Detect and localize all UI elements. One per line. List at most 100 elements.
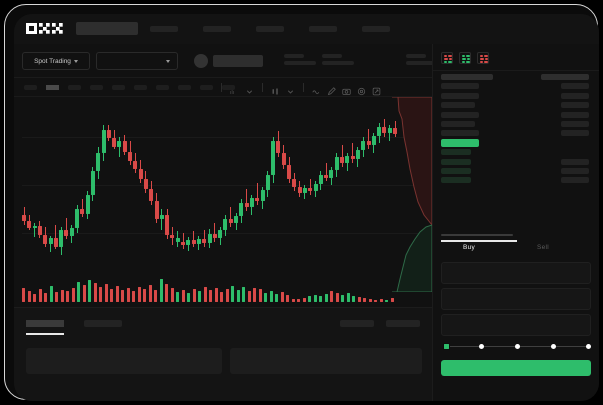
- slider-stop-50[interactable]: [515, 343, 520, 349]
- volume-bar: [71, 288, 75, 302]
- chart-type-dropdown-icon[interactable]: [271, 83, 280, 95]
- timeframe-4[interactable]: [112, 85, 125, 90]
- orderbook-bid-row[interactable]: [433, 157, 599, 166]
- okx-logo-k: [39, 23, 50, 34]
- slider-stop-25[interactable]: [479, 343, 484, 349]
- orderbook-total-cell: [561, 111, 589, 118]
- trading-mode-selector[interactable]: Spot Trading: [22, 52, 90, 70]
- volume-bar: [181, 290, 185, 302]
- submit-buy-button[interactable]: [441, 360, 591, 376]
- chevron-down-icon[interactable]: [286, 83, 295, 94]
- bottom-actions: [340, 320, 420, 327]
- slider-handle[interactable]: [443, 343, 450, 350]
- market-stat-label: [406, 54, 426, 58]
- volume-bar: [104, 284, 108, 302]
- orderbook-ask-row[interactable]: [433, 81, 599, 90]
- volume-bar: [297, 299, 300, 302]
- orderbook-rows[interactable]: [433, 72, 599, 185]
- bottom-action-1[interactable]: [386, 320, 420, 327]
- order-field-1[interactable]: [441, 288, 591, 310]
- bottom-tab-1[interactable]: [84, 320, 122, 327]
- timeframe-6[interactable]: [156, 85, 169, 90]
- tab-sell[interactable]: Sell: [537, 244, 550, 251]
- nav-item-2[interactable]: [256, 26, 284, 32]
- orderbook-ask-row[interactable]: [433, 110, 599, 119]
- volume-bar: [44, 293, 47, 302]
- price-chart[interactable]: [14, 97, 432, 307]
- nav-item-4[interactable]: [362, 26, 390, 32]
- orderbook-both-icon[interactable]: [441, 52, 453, 64]
- slider-stop-75[interactable]: [551, 343, 556, 349]
- timeframe-7[interactable]: [178, 85, 191, 90]
- orderbook-price-cell: [441, 83, 479, 90]
- amount-percent-slider[interactable]: [443, 342, 591, 352]
- timeframe-2[interactable]: [68, 85, 81, 90]
- volume-bar: [49, 286, 53, 302]
- orderbook-ask-row[interactable]: [433, 91, 599, 100]
- orderbook-ask-row[interactable]: [433, 119, 599, 128]
- trading-pair-selector[interactable]: [96, 52, 178, 70]
- timeframe-5[interactable]: [134, 85, 147, 90]
- order-field-0[interactable]: [441, 262, 591, 284]
- orderbook-total-cell: [561, 92, 589, 99]
- orderbook-bids-icon[interactable]: [459, 52, 471, 64]
- orderbook-ask-row[interactable]: [433, 72, 599, 81]
- bottom-action-0[interactable]: [340, 320, 374, 327]
- camera-snapshot-icon[interactable]: [342, 83, 351, 95]
- orderbook-bid-row[interactable]: [433, 147, 599, 156]
- chevron-down-icon[interactable]: [245, 83, 254, 94]
- volume-bar: [38, 289, 42, 302]
- indicator-dropdown-icon[interactable]: ılı: [230, 83, 239, 96]
- orderbook-scrollbar[interactable]: [441, 234, 513, 236]
- timeframe-3[interactable]: [90, 85, 103, 90]
- orderbook-price-cell: [441, 177, 471, 184]
- market-stat-2: [406, 54, 438, 65]
- orderbook-last-price-row: [433, 138, 599, 147]
- slider-stop-100[interactable]: [586, 343, 591, 349]
- indicator-wave-icon[interactable]: [312, 83, 321, 95]
- orderbook-bid-row[interactable]: [433, 175, 599, 184]
- okx-logo[interactable]: [26, 23, 63, 34]
- nav-item-1[interactable]: [203, 26, 231, 32]
- volume-bar: [302, 298, 306, 302]
- orderbook-ask-row[interactable]: [433, 100, 599, 109]
- volume-bar: [352, 296, 355, 302]
- volume-bar: [236, 290, 240, 302]
- volume-bar: [55, 292, 58, 302]
- volume-bar: [159, 279, 163, 302]
- volume-bar: [291, 299, 295, 302]
- volume-bar: [374, 300, 377, 302]
- settings-gear-icon[interactable]: [357, 83, 366, 96]
- volume-bar: [132, 291, 135, 302]
- timeframe-9[interactable]: [222, 85, 235, 90]
- orderbook-asks-icon[interactable]: [477, 52, 489, 64]
- fullscreen-icon[interactable]: [372, 83, 381, 96]
- drawing-pencil-icon[interactable]: [327, 83, 336, 96]
- timeframe-0[interactable]: [24, 85, 37, 90]
- market-stat-label: [322, 54, 342, 58]
- orderbook-price-cell: [441, 167, 471, 174]
- bottom-content-block-1: [230, 348, 422, 374]
- orderbook-bid-row[interactable]: [433, 166, 599, 175]
- nav-item-3[interactable]: [309, 26, 337, 32]
- orderbook-ask-row[interactable]: [433, 128, 599, 137]
- chevron-down-icon: [166, 60, 170, 63]
- volume-bar: [319, 296, 322, 302]
- nav-item-0[interactable]: [150, 26, 178, 32]
- bottom-tabs: [26, 320, 122, 327]
- timeframe-1[interactable]: [46, 85, 59, 90]
- search-input[interactable]: [76, 22, 138, 35]
- volume-bar: [170, 288, 174, 302]
- order-field-2[interactable]: [441, 314, 591, 336]
- tab-buy[interactable]: Buy: [463, 244, 476, 251]
- chart-gridline: [22, 185, 424, 186]
- pair-token-avatar: [194, 54, 208, 68]
- volume-bar: [115, 286, 119, 302]
- timeframe-8[interactable]: [200, 85, 213, 90]
- volume-bar: [313, 295, 317, 302]
- volume-bar: [242, 287, 245, 302]
- volume-bar: [60, 290, 64, 302]
- bottom-tab-0[interactable]: [26, 320, 64, 327]
- market-stat-value: [284, 61, 316, 65]
- orderbook-view-toggles: [441, 52, 489, 64]
